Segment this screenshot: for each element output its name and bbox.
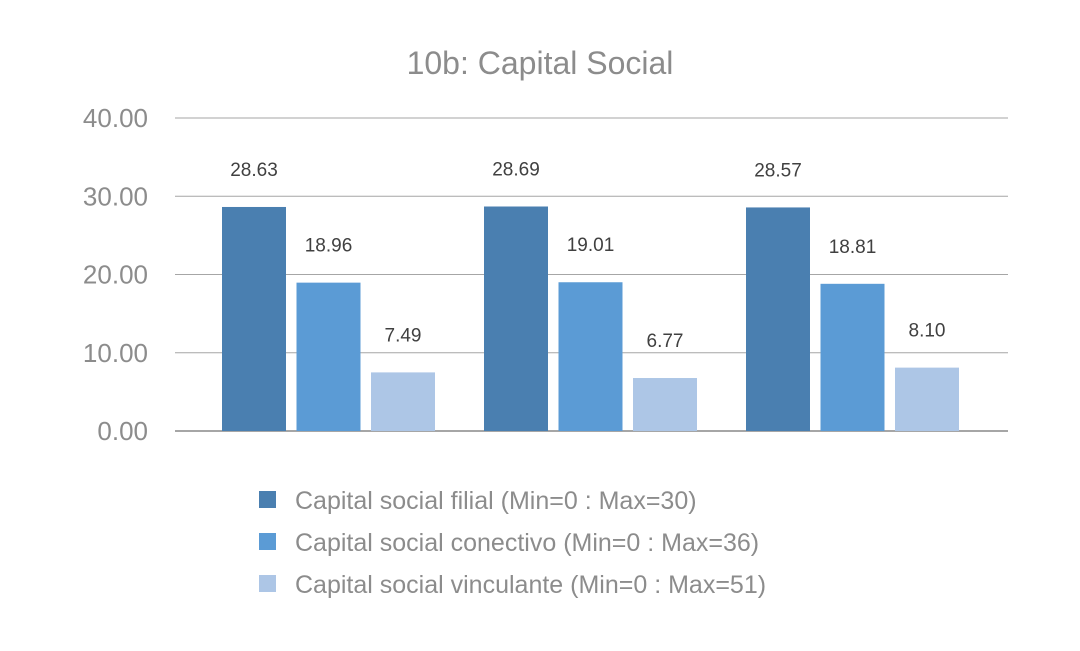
data-label: 8.10 xyxy=(909,321,946,342)
bar xyxy=(484,206,548,431)
legend-swatch xyxy=(259,575,276,592)
bar xyxy=(222,206,286,431)
data-label: 28.57 xyxy=(754,160,802,181)
chart-title: 10b: Capital Social xyxy=(407,45,674,81)
data-label: 28.63 xyxy=(230,160,278,181)
legend-label: Capital social filial (Min=0 : Max=30) xyxy=(295,487,697,515)
data-label: 6.77 xyxy=(647,331,684,352)
y-tick-label: 10.00 xyxy=(83,338,148,368)
data-label: 18.81 xyxy=(829,237,877,258)
y-tick-label: 40.00 xyxy=(83,103,148,133)
legend-swatch xyxy=(259,533,276,550)
bar xyxy=(296,282,361,431)
legend-swatch xyxy=(259,491,276,508)
y-tick-label: 30.00 xyxy=(83,181,148,211)
bar xyxy=(820,283,885,431)
bar xyxy=(895,367,959,431)
data-label: 7.49 xyxy=(385,325,422,346)
legend-label: Capital social vinculante (Min=0 : Max=5… xyxy=(295,571,766,599)
data-label: 28.69 xyxy=(492,160,540,181)
data-label: 18.96 xyxy=(305,236,353,257)
y-tick-label: 20.00 xyxy=(83,260,148,290)
legend-label: Capital social conectivo (Min=0 : Max=36… xyxy=(295,529,759,557)
y-tick-label: 0.00 xyxy=(97,416,148,446)
bar xyxy=(371,372,435,431)
bar xyxy=(633,378,697,431)
data-label: 19.01 xyxy=(567,235,615,256)
bar xyxy=(746,207,810,431)
bar xyxy=(558,282,623,431)
